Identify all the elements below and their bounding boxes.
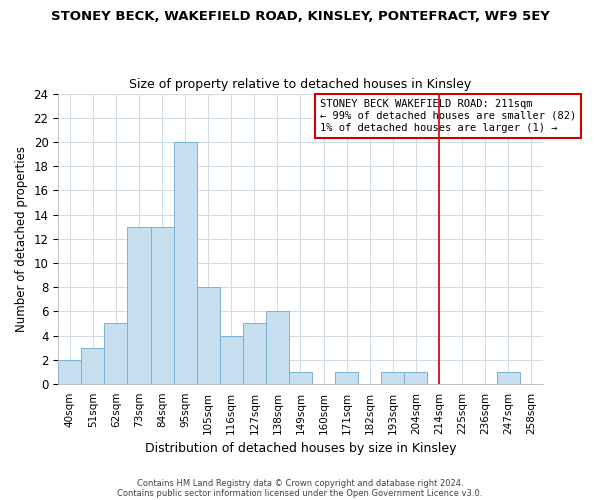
Bar <box>243 324 266 384</box>
Bar <box>104 324 127 384</box>
Bar <box>82 348 104 384</box>
Bar <box>335 372 358 384</box>
Bar <box>151 226 173 384</box>
Bar <box>289 372 312 384</box>
X-axis label: Distribution of detached houses by size in Kinsley: Distribution of detached houses by size … <box>145 442 456 455</box>
Bar <box>220 336 243 384</box>
Bar <box>381 372 404 384</box>
Text: STONEY BECK, WAKEFIELD ROAD, KINSLEY, PONTEFRACT, WF9 5EY: STONEY BECK, WAKEFIELD ROAD, KINSLEY, PO… <box>50 10 550 23</box>
Bar <box>266 312 289 384</box>
Bar <box>497 372 520 384</box>
Text: Contains public sector information licensed under the Open Government Licence v3: Contains public sector information licen… <box>118 488 482 498</box>
Bar <box>58 360 82 384</box>
Title: Size of property relative to detached houses in Kinsley: Size of property relative to detached ho… <box>130 78 472 91</box>
Y-axis label: Number of detached properties: Number of detached properties <box>15 146 28 332</box>
Bar <box>127 226 151 384</box>
Bar <box>173 142 197 384</box>
Text: STONEY BECK WAKEFIELD ROAD: 211sqm
← 99% of detached houses are smaller (82)
1% : STONEY BECK WAKEFIELD ROAD: 211sqm ← 99%… <box>320 100 576 132</box>
Bar <box>404 372 427 384</box>
Bar <box>197 287 220 384</box>
Text: Contains HM Land Registry data © Crown copyright and database right 2024.: Contains HM Land Registry data © Crown c… <box>137 478 463 488</box>
